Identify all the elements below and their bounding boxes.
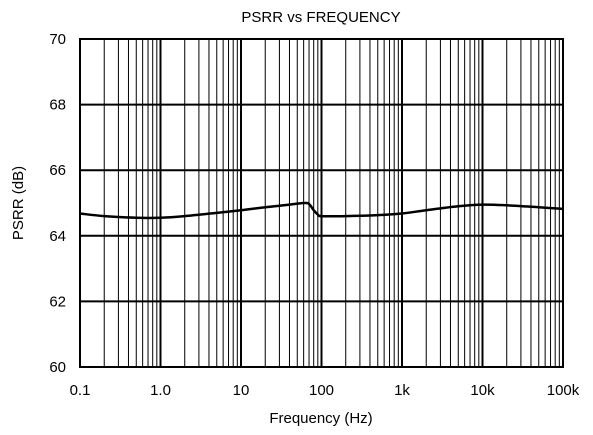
x-tick-label: 10: [233, 382, 250, 399]
y-tick-label: 68: [49, 97, 66, 114]
y-tick-label: 60: [49, 359, 66, 376]
y-axis-label: PSRR (dB): [10, 166, 27, 240]
grid: [79, 38, 564, 368]
x-tick-label: 10k: [470, 382, 495, 399]
tick-labels: 0.1 1.0 10 100 1k 10k 100k 60 62 64 66 68 70: [49, 31, 579, 399]
x-axis-label: Frequency (Hz): [269, 410, 372, 427]
y-tick-label: 64: [49, 228, 66, 245]
plot-frame: [79, 38, 564, 368]
x-tick-label: 1k: [394, 382, 410, 399]
psrr-series-line: [79, 201, 564, 220]
y-tick-label: 70: [49, 31, 66, 48]
x-tick-label: 0.1: [70, 382, 91, 399]
x-tick-label: 100: [309, 382, 334, 399]
x-tick-label: 1.0: [150, 382, 171, 399]
x-tick-label: 100k: [547, 382, 580, 399]
y-tick-label: 66: [49, 162, 66, 179]
series-layer: [79, 201, 564, 220]
chart-title: PSRR vs FREQUENCY: [241, 9, 400, 26]
y-tick-label: 62: [49, 293, 66, 310]
